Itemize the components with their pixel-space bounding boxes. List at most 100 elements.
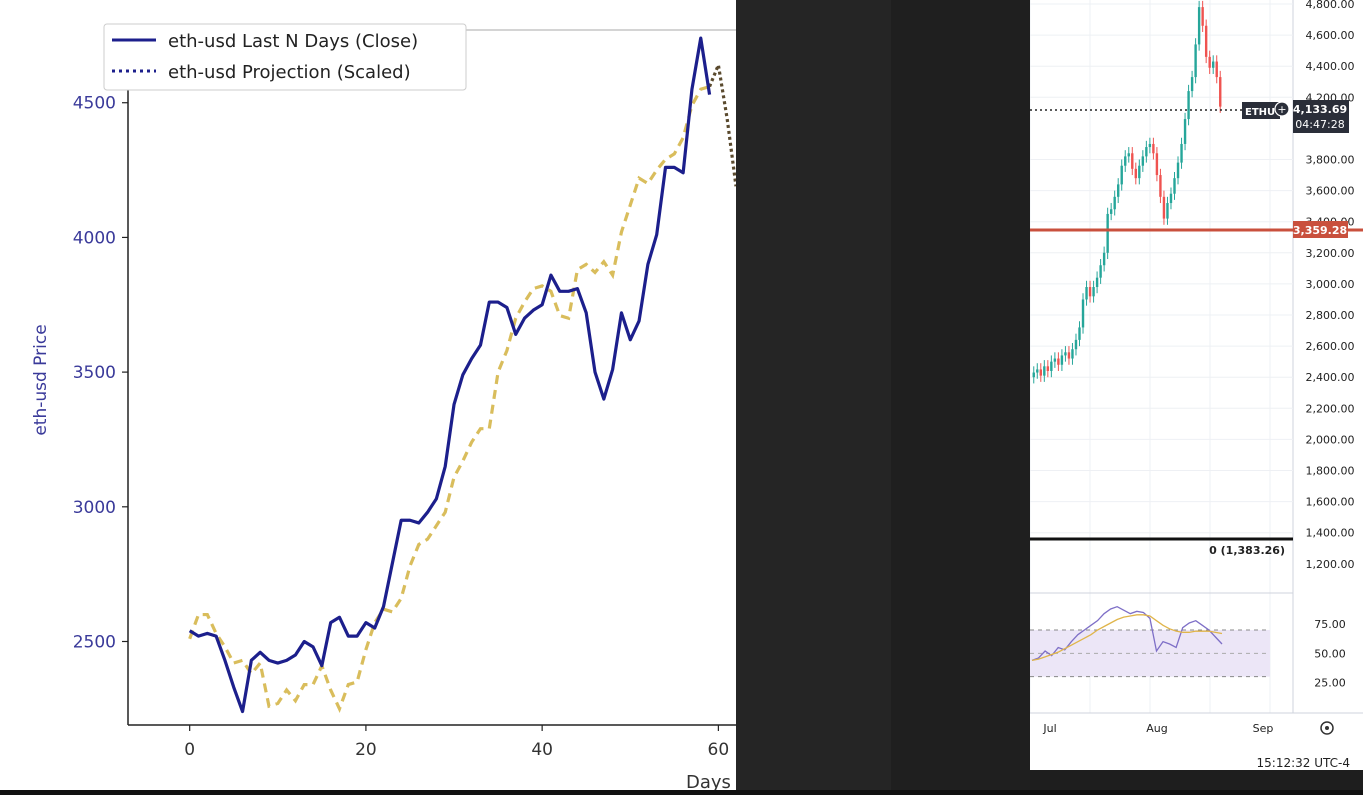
- price-tick-label: 4,800.00: [1306, 0, 1355, 11]
- price-tick-label: 2,400.00: [1306, 371, 1355, 384]
- rsi-tick-label: 50.00: [1314, 647, 1346, 660]
- time-axis[interactable]: Jul Aug Sep: [1042, 722, 1273, 735]
- price-tick-label: 3,800.00: [1306, 154, 1355, 167]
- candle-body: [1071, 349, 1074, 359]
- x-tick-label: 40: [531, 740, 553, 760]
- candle-body: [1053, 358, 1057, 362]
- candle-body: [1190, 77, 1194, 92]
- projection-series-line: [188, 85, 711, 714]
- legend-projection-label: eth-usd Projection (Scaled): [168, 62, 411, 83]
- x-tick-label: 20: [355, 740, 377, 760]
- candle-body: [1120, 165, 1123, 185]
- current-price-text: 4,133.69: [1293, 103, 1347, 116]
- plus-circle-icon[interactable]: [1274, 101, 1290, 117]
- rsi-tick-label: 25.00: [1314, 677, 1346, 690]
- candle-body: [1050, 361, 1053, 371]
- y-tick-label: 3000: [73, 498, 116, 518]
- candle-body: [1113, 196, 1116, 210]
- dark-gap-right: [891, 0, 1030, 795]
- candle-body: [1138, 165, 1141, 179]
- candle-body: [1134, 168, 1137, 179]
- level-price-text: 3,359.28: [1293, 224, 1347, 237]
- candle-body: [1145, 147, 1148, 157]
- candle-body: [1148, 143, 1152, 148]
- candle-body: [1212, 61, 1215, 68]
- candle-body: [1159, 175, 1162, 197]
- y-tick-label: 3500: [73, 363, 116, 383]
- sub-pane-label: 0 (1,383.26): [1209, 544, 1285, 557]
- candle-body: [1141, 156, 1145, 166]
- candle-body: [1124, 156, 1127, 166]
- candle-body: [1176, 162, 1180, 179]
- candle-body: [1046, 366, 1050, 371]
- candle-body: [1155, 153, 1159, 176]
- candle-body: [1064, 352, 1067, 356]
- current-price-tag: [1293, 100, 1349, 133]
- timezone-clock[interactable]: 15:12:32 UTC-4: [1257, 756, 1350, 770]
- plot-area: 2500 3000 3500 4000 4500 0 20 40 60: [73, 29, 736, 760]
- candle-body: [1183, 119, 1187, 144]
- level-price-tag: [1293, 221, 1348, 238]
- plus-circle-glyph: +: [1277, 103, 1286, 116]
- time-tick-label: Sep: [1253, 722, 1274, 735]
- price-grid: [1030, 0, 1294, 713]
- candle-body: [1194, 44, 1197, 78]
- gear-icon[interactable]: [1320, 721, 1334, 735]
- price-tick-label: 2,200.00: [1306, 402, 1355, 415]
- x-tick-label: 60: [708, 740, 730, 760]
- price-axis[interactable]: 4,800.004,600.004,400.004,200.003,800.00…: [1306, 0, 1355, 571]
- candle-body: [1204, 25, 1208, 57]
- price-tick-label: 3,200.00: [1306, 247, 1355, 260]
- projection-chart-panel: 2500 3000 3500 4000 4500 0 20 40 60 eth-usd Pric…: [0, 0, 736, 790]
- candlestick-chart-panel: 75.00 50.00 25.00 4,800.00 4,600.00 4,400.00…: [1030, 0, 1363, 770]
- price-tick-label: 2,000.00: [1306, 433, 1355, 446]
- candle-body: [1092, 287, 1095, 297]
- y-tick-label: 4500: [73, 94, 116, 114]
- price-tick-label: 1,800.00: [1306, 465, 1355, 478]
- close-series-line: [188, 36, 712, 714]
- legend-box: [103, 23, 467, 91]
- candle-body: [1074, 339, 1078, 350]
- candles: [1032, 0, 1222, 384]
- candle-body: [1219, 77, 1222, 107]
- candle-body: [1152, 143, 1155, 154]
- price-tick-label: 3,600.00: [1306, 185, 1355, 198]
- projection-chart: 2500 3000 3500 4000 4500 0 20 40 60 eth-usd Pric…: [31, 23, 736, 790]
- candle-body: [1131, 153, 1134, 169]
- candle-body: [1081, 299, 1085, 328]
- candle-body: [1162, 196, 1166, 219]
- candle-body: [1095, 277, 1099, 288]
- candle-body: [1043, 366, 1046, 376]
- price-tick-label: 2,800.00: [1306, 309, 1355, 322]
- price-tick-label: 1,600.00: [1306, 496, 1355, 509]
- x-axis-label: Days: [686, 772, 731, 790]
- symbol-tag-text: ETHU: [1245, 107, 1275, 118]
- time-tick-label: Aug: [1146, 722, 1167, 735]
- candle-body: [1173, 178, 1176, 194]
- candle-body: [1201, 7, 1204, 26]
- price-tick-label: 2,600.00: [1306, 340, 1355, 353]
- price-tick-label: 4,400.00: [1306, 60, 1355, 73]
- candle-body: [1099, 265, 1102, 278]
- candle-body: [1102, 252, 1106, 266]
- candle-body: [1036, 369, 1039, 373]
- projection-tail-line: [708, 59, 736, 187]
- symbol-tag[interactable]: [1242, 102, 1280, 119]
- rsi-tick-label: 75.00: [1314, 618, 1346, 631]
- price-tick-label: 4,600.00: [1306, 29, 1355, 42]
- candle-body: [1088, 287, 1092, 297]
- candle-body: [1032, 372, 1035, 378]
- time-tick-label: Jul: [1042, 722, 1056, 735]
- candle-body: [1067, 352, 1071, 359]
- candle-body: [1085, 287, 1088, 300]
- candle-body: [1109, 209, 1113, 214]
- price-tick-label: 1,400.00: [1306, 527, 1355, 540]
- candle-body: [1106, 213, 1109, 253]
- rsi-pane: 75.00 50.00 25.00: [1030, 592, 1346, 690]
- candle-body: [1166, 203, 1169, 219]
- price-tick-label: 1,200.00: [1306, 558, 1355, 571]
- candle-body: [1215, 61, 1218, 78]
- candle-body: [1169, 193, 1173, 204]
- price-tick-label: 3,000.00: [1306, 278, 1355, 291]
- bottom-strip: [0, 790, 1363, 795]
